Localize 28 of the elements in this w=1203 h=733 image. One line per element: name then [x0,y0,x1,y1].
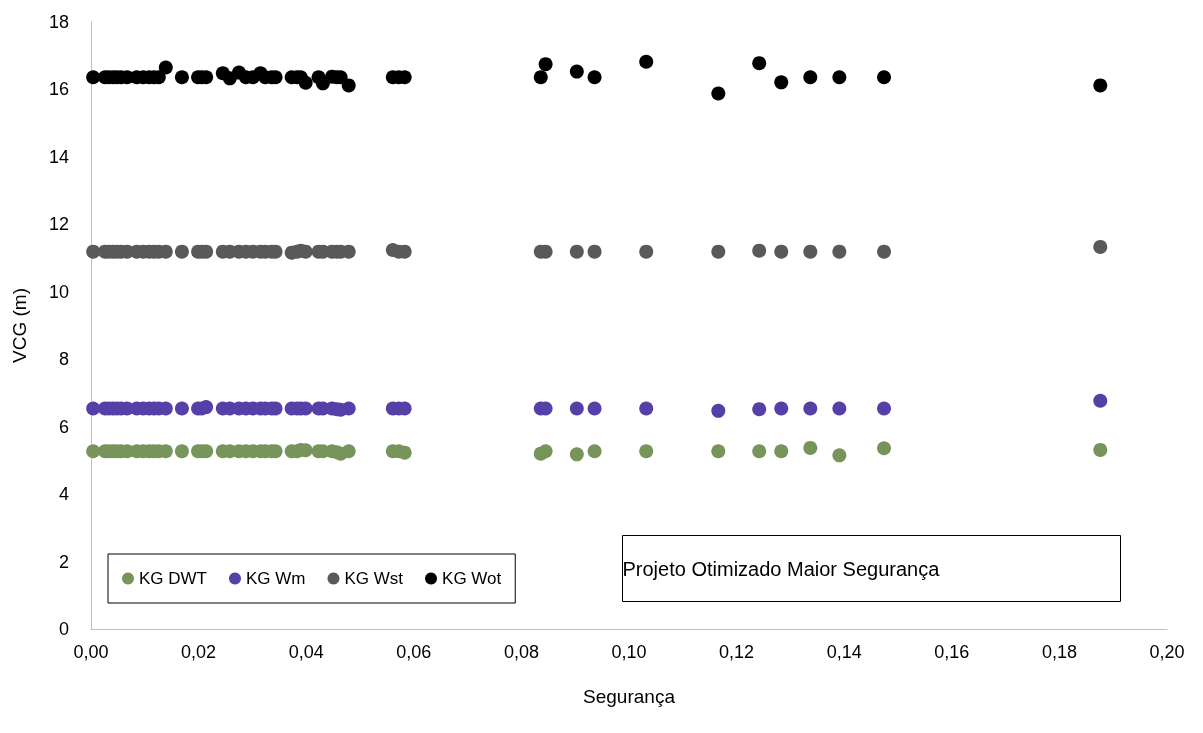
x-tick-label: 0,14 [826,642,862,662]
x-tick-label: 0,12 [719,642,755,662]
legend-label: KG Wst [344,569,404,588]
x-tick-label: 0,02 [181,642,217,662]
x-tick-label: 0,00 [73,642,109,662]
x-tick-label: 0,10 [611,642,647,662]
y-tick-label: 14 [48,146,69,167]
x-tick-label: 0,04 [288,642,324,662]
x-tick-label: 0,16 [934,642,970,662]
y-tick-label: 0 [58,619,69,639]
x-tick-label: 0,18 [1041,642,1077,662]
y-tick-label: 16 [48,79,69,100]
x-tick-label: 0,06 [396,642,432,662]
y-tick-label: 18 [48,12,69,32]
y-tick-label: 12 [48,214,69,235]
y-tick-label: 10 [48,281,69,302]
annotation: Projeto Otimizado Maior Segurança [622,557,941,580]
legend-label: KG Wot [442,569,502,588]
y-tick-label: 8 [58,349,69,370]
x-axis-title: Segurança [583,686,676,707]
y-axis-title: VCG (m) [9,288,30,363]
legend-label: KG DWT [139,569,207,588]
legend-label: KG Wm [245,569,306,588]
y-tick-label: 2 [58,551,69,572]
y-tick-label: 6 [58,416,69,437]
y-tick-label: 4 [58,484,69,505]
x-tick-label: 0,20 [1149,642,1185,662]
x-tick-label: 0,08 [503,642,539,662]
